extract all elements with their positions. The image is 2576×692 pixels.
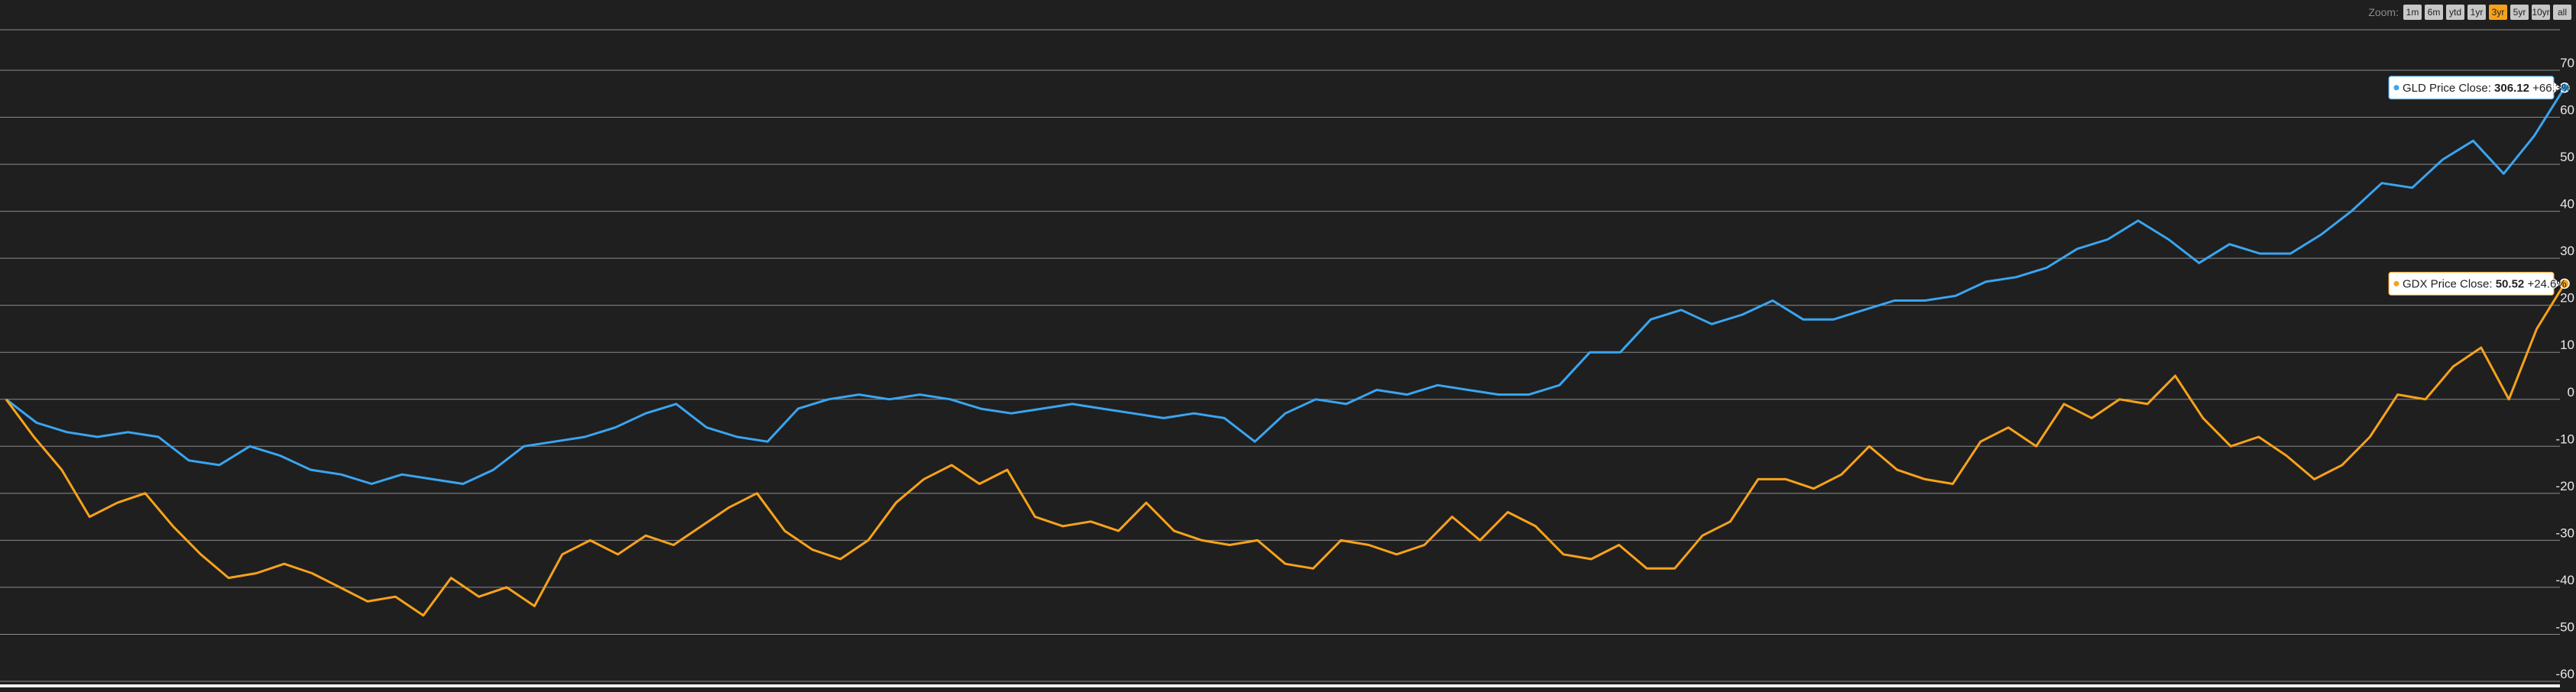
tooltip-pointer bbox=[2554, 82, 2561, 93]
y-tick-label: 0 bbox=[2568, 385, 2574, 399]
zoom-button-label[interactable]: 5yr bbox=[2513, 7, 2526, 18]
zoom-button-label[interactable]: 6m bbox=[2428, 7, 2441, 18]
y-tick-label: 20 bbox=[2560, 291, 2574, 306]
zoom-button[interactable]: 1yr bbox=[2467, 5, 2486, 20]
tooltip-change: +66.3% bbox=[2532, 82, 2571, 95]
tooltip-text: GDX Price Close: 50.52 +24.6% bbox=[2403, 277, 2567, 290]
zoom-button-label[interactable]: 1yr bbox=[2471, 7, 2484, 18]
zoom-button-label[interactable]: all bbox=[2558, 7, 2567, 18]
zoom-button[interactable]: 6m bbox=[2425, 5, 2443, 20]
zoom-button[interactable]: 5yr bbox=[2510, 5, 2529, 20]
tooltip-label: GDX Price Close: bbox=[2403, 277, 2493, 290]
y-tick-label: -60 bbox=[2555, 667, 2574, 681]
tooltip-swatch bbox=[2393, 280, 2399, 286]
y-tick-label: 70 bbox=[2560, 56, 2574, 70]
zoom-button-label[interactable]: 10yr bbox=[2532, 7, 2549, 18]
zoom-button[interactable]: all bbox=[2553, 5, 2571, 20]
zoom-label: Zoom: bbox=[2368, 6, 2399, 18]
zoom-button-bg[interactable] bbox=[2467, 5, 2486, 20]
tooltip: GDX Price Close: 50.52 +24.6% bbox=[2388, 271, 2567, 296]
y-tick-label: -10 bbox=[2555, 432, 2574, 446]
y-tick-label: 50 bbox=[2560, 150, 2574, 164]
y-tick-label: 60 bbox=[2560, 103, 2574, 118]
zoom-button-bg[interactable] bbox=[2532, 5, 2550, 20]
y-tick-label: 10 bbox=[2560, 338, 2574, 352]
zoom-button-bg[interactable] bbox=[2510, 5, 2529, 20]
zoom-button[interactable]: ytd bbox=[2446, 5, 2464, 20]
tooltip-price: 50.52 bbox=[2496, 277, 2525, 290]
y-tick-label: -30 bbox=[2555, 525, 2574, 540]
zoom-button[interactable]: 1m bbox=[2403, 5, 2422, 20]
tooltip-price: 306.12 bbox=[2494, 82, 2529, 95]
series-line bbox=[5, 283, 2566, 617]
y-tick-label: -40 bbox=[2555, 573, 2574, 587]
zoom-button-bg[interactable] bbox=[2403, 5, 2422, 20]
zoom-button-bg[interactable] bbox=[2489, 5, 2507, 20]
y-tick-label: 30 bbox=[2560, 244, 2574, 258]
y-tick-label: -50 bbox=[2555, 619, 2574, 634]
zoom-button-label[interactable]: 1m bbox=[2406, 7, 2419, 18]
tooltip-pointer bbox=[2554, 278, 2561, 289]
series-line bbox=[5, 87, 2566, 485]
y-tick-label: 40 bbox=[2560, 197, 2574, 212]
zoom-button[interactable]: 3yr bbox=[2489, 5, 2507, 20]
tooltip-swatch bbox=[2393, 85, 2399, 91]
tooltip-label: GLD Price Close: bbox=[2403, 82, 2491, 95]
zoom-button-bg[interactable] bbox=[2446, 5, 2464, 20]
tooltip-change: +24.6% bbox=[2527, 277, 2566, 290]
tooltip: GLD Price Close: 306.12 +66.3% bbox=[2388, 76, 2571, 100]
tooltip-text: GLD Price Close: 306.12 +66.3% bbox=[2403, 82, 2571, 95]
zoom-button[interactable]: 10yr bbox=[2532, 5, 2550, 20]
y-tick-label: -20 bbox=[2555, 479, 2574, 493]
zoom-button-label[interactable]: ytd bbox=[2449, 7, 2461, 18]
zoom-button-bg[interactable] bbox=[2425, 5, 2443, 20]
zoom-button-label[interactable]: 3yr bbox=[2492, 7, 2505, 18]
zoom-button-bg[interactable] bbox=[2553, 5, 2571, 20]
